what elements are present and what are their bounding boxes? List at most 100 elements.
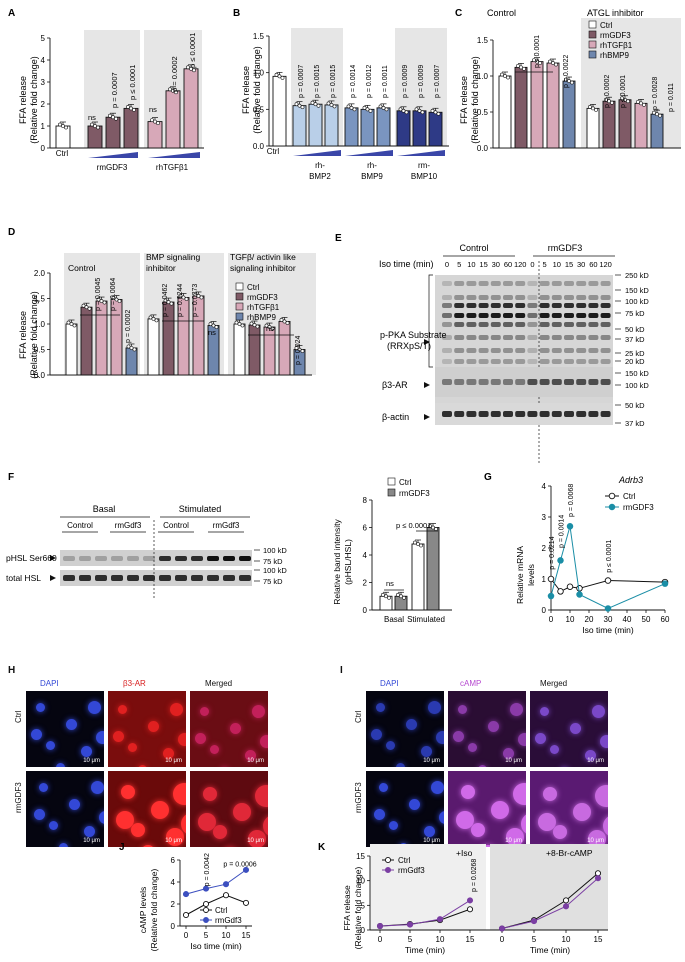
panel-f-pval: p ≤ 0.0001: [396, 521, 431, 530]
panel-e-band: [490, 335, 501, 340]
panel-e-blot3: β-actin: [382, 412, 409, 422]
panel-i-cell: [550, 745, 559, 754]
panel-e-marker: 250 kD: [625, 271, 649, 280]
panel-h-cell: [195, 733, 206, 744]
panel-i-cell: [379, 783, 388, 792]
panel-j-xlabel: Iso time (min): [190, 941, 242, 951]
panel-f-phsl-band: [175, 556, 187, 561]
panel-b-bar-dot: [352, 107, 357, 112]
panel-d-legend-swatch: [235, 312, 244, 321]
panel-f-hsl-band: [127, 575, 139, 581]
panel-i-cell: [456, 811, 474, 829]
panel-e-time: 10: [467, 260, 475, 269]
panel-k-pval: p = 0.0268: [471, 859, 478, 892]
panel-k-x-tick-label: 5: [532, 935, 537, 944]
panel-i-scale-bar: 10 μm: [587, 758, 604, 764]
panel-e-b3ar-band: [442, 379, 452, 385]
panel-i-image-gdf3-merged: 10 μm: [530, 771, 608, 847]
panel-k-region1: +Iso: [456, 848, 473, 858]
panel-e-band: [503, 303, 513, 308]
panel-f-bar-dot: [384, 594, 388, 599]
panel-f-y-tick-label: 0: [363, 606, 368, 615]
panel-k-point: [530, 918, 538, 925]
panel-b-g1a: rh-: [315, 161, 325, 170]
panel-e-band: [515, 335, 526, 340]
panel-e-band: [564, 322, 574, 327]
panel-j-line-ctrl: [185, 894, 247, 916]
panel-d-y-tick-label: 2.0: [34, 269, 46, 278]
panel-c-bar: [498, 75, 512, 149]
panel-d-bar-dot: [72, 323, 77, 328]
panel-f-letter: F: [8, 472, 14, 483]
panel-d-pval: p = 0.024: [295, 336, 302, 365]
panel-f-bar-dot: [413, 540, 417, 545]
panel-e-band: [478, 303, 489, 308]
panel-f-bar-dot: [387, 595, 391, 600]
panel-j-point: [182, 891, 190, 898]
panel-k-point: [406, 921, 414, 928]
panel-h-scale-bar: 10 μm: [165, 838, 182, 844]
panel-e-band: [454, 359, 465, 364]
panel-e-band: [527, 303, 538, 308]
panel-k-point: [562, 903, 570, 910]
panel-b-y-tick-label: 0.5: [253, 105, 265, 114]
panel-j-legend-label: Ctrl: [215, 906, 228, 915]
panel-f-phsl-band: [223, 556, 235, 561]
panel-e-actin-band: [503, 411, 513, 417]
panel-e-b3ar-band: [490, 379, 501, 385]
panel-i-cell: [428, 701, 441, 714]
panel-e-b3ar-band: [600, 379, 611, 385]
panel-f-hsl-band: [143, 575, 155, 581]
panel-i-row-ctrl: Ctrl: [354, 710, 363, 723]
panel-i-cell: [592, 705, 605, 718]
panel-e-band: [539, 359, 550, 364]
panel-c-bar-dot: [620, 96, 624, 101]
panel-g-point: [566, 583, 574, 590]
panel-f-phsl-band: [239, 556, 251, 561]
panel-g-legend-marker: [608, 492, 616, 500]
panel-d-bar-dot: [132, 347, 137, 352]
panel-e-band: [551, 359, 562, 364]
panel-i-cell: [553, 825, 567, 839]
panel-i-col-dapi: DAPI: [380, 679, 399, 688]
panel-d-pval: p = 0.0273: [192, 284, 199, 317]
panel-e-actin-band: [442, 411, 452, 417]
panel-g-y-tick-label: 0: [542, 606, 547, 615]
panel-d-bar-dot: [193, 292, 198, 297]
panel-c-legend-label: Ctrl: [600, 21, 613, 30]
panel-e-band: [454, 303, 465, 308]
panel-d-bar: [125, 347, 138, 376]
panel-f-phsl-band: [207, 556, 219, 561]
panel-k-legend-marker: [384, 866, 392, 874]
panel-j-point: [202, 885, 210, 892]
panel-c-y-tick-label: 0.0: [477, 144, 489, 153]
panel-h-cell: [263, 815, 268, 837]
panel-a-bar-dot: [90, 122, 94, 127]
panel-b-bar-dot: [401, 108, 406, 113]
panel-a-bar-dot: [126, 105, 130, 109]
panel-e-group1: Control: [459, 243, 488, 253]
panel-f-xcat: Stimulated: [407, 615, 445, 624]
panel-a-bar-dot: [129, 106, 133, 111]
panel-b-bar-dot: [430, 108, 435, 113]
panel-e-band: [442, 359, 452, 364]
panel-d-bar-dot: [267, 325, 272, 329]
panel-h-image-gdf3-dapi: 10 μm: [26, 771, 104, 847]
panel-e-actin-band: [527, 411, 538, 417]
panel-e-time: 30: [492, 260, 500, 269]
panel-b-y-tick-label: 1.0: [253, 69, 265, 78]
panel-d-ns-1: ns: [208, 328, 216, 337]
panel-k-legend-marker: [384, 856, 392, 864]
panel-h-scale-bar: 10 μm: [83, 758, 100, 764]
panel-f-row2: total HSL: [6, 573, 41, 583]
panel-k-x-tick-label: 15: [594, 935, 603, 944]
panel-b-bar-dot: [329, 103, 334, 107]
panel-f-bar: [426, 527, 440, 611]
panel-a-ctrl-label: Ctrl: [56, 149, 69, 158]
panel-i-cell: [376, 703, 385, 712]
panel-j-y-tick-label: 2: [171, 900, 176, 909]
panel-g-x-tick-label: 60: [661, 615, 670, 624]
